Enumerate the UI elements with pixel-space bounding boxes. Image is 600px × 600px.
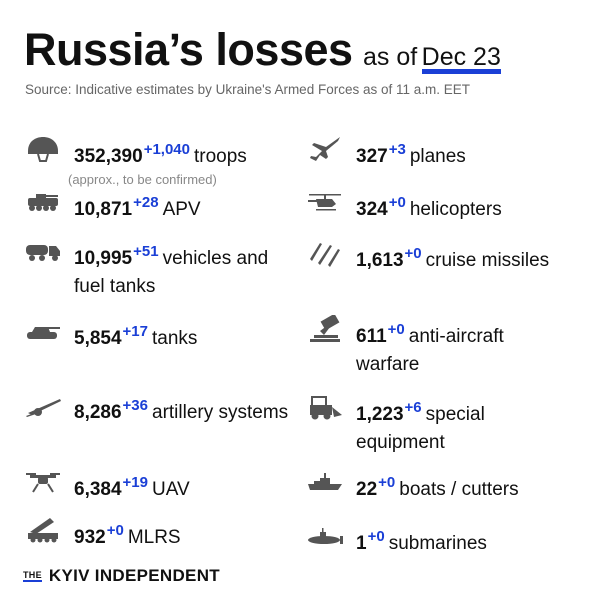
- missile-icon: [306, 239, 344, 267]
- loss-change: +0: [378, 474, 396, 491]
- kyiv-independent-logo: THE KYIV INDEPENDENT: [23, 566, 220, 586]
- loss-item-special: 1,223+6 special equipment: [310, 394, 566, 457]
- loss-text: 10,995+51 vehicles and fuel tanks: [74, 238, 302, 301]
- loss-text: 352,390+1,040 troops (approx., to be confi…: [68, 136, 302, 187]
- loss-text: 611+0 anti-aircraft warfare: [356, 316, 566, 379]
- loss-label: anti-aircraft warfare: [356, 326, 504, 375]
- loss-label: troops: [193, 146, 247, 167]
- loss-label: vehicles and fuel tanks: [74, 248, 269, 297]
- loss-change: +0: [387, 321, 405, 338]
- loss-text: 1,223+6 special equipment: [356, 394, 566, 457]
- loss-value: 611: [356, 326, 387, 347]
- loss-change: +0: [388, 194, 406, 211]
- title-main: Russia’s losses: [24, 24, 353, 75]
- loss-label: submarines: [388, 533, 487, 554]
- submarine-icon: [306, 522, 344, 550]
- drone-icon: [24, 468, 62, 496]
- loss-value: 6,384: [74, 479, 122, 500]
- loss-value: 327: [356, 146, 388, 167]
- loss-item-mlrs: 932+0 MLRS: [28, 517, 302, 552]
- loss-change: +1,040: [143, 141, 190, 158]
- loss-value: 1,613: [356, 250, 404, 271]
- loss-text: 932+0 MLRS: [74, 517, 302, 552]
- loss-label: helicopters: [409, 199, 502, 220]
- loss-label: MLRS: [127, 527, 181, 548]
- bulldozer-icon: [306, 393, 344, 421]
- loss-value: 352,390: [74, 146, 143, 167]
- loss-item-helicopters: 324+0 helicopters: [308, 189, 566, 224]
- loss-value: 10,871: [74, 199, 133, 220]
- title-date: Dec 23: [421, 45, 501, 74]
- loss-label: artillery systems: [152, 402, 289, 423]
- loss-value: 8,286: [74, 402, 122, 423]
- loss-value: 1: [356, 533, 367, 554]
- loss-value: 932: [74, 527, 106, 548]
- fuel-truck-icon: [24, 237, 62, 265]
- loss-item-vehicles: 10,995+51 vehicles and fuel tanks: [26, 238, 302, 301]
- loss-text: 8,286+36 artillery systems: [74, 392, 302, 427]
- loss-item-submarines: 1+0 submarines: [308, 523, 566, 558]
- loss-item-artillery: 8,286+36 artillery systems: [26, 392, 302, 427]
- apv-icon: [24, 188, 62, 216]
- helmet-icon: [24, 135, 62, 163]
- loss-item-planes: 327+3 planes: [310, 136, 566, 171]
- page-title: Russia’s losses as of Dec 23: [24, 24, 501, 76]
- loss-item-apv: 10,871+28 APV: [28, 189, 302, 224]
- loss-item-tanks: 5,854+17 tanks: [27, 318, 302, 353]
- loss-value: 5,854: [74, 328, 122, 349]
- loss-change: +6: [404, 399, 422, 416]
- loss-item-cruise: 1,613+0 cruise missiles: [310, 240, 566, 275]
- loss-change: +36: [122, 397, 148, 414]
- loss-change: +19: [122, 474, 148, 491]
- loss-label: cruise missiles: [425, 250, 550, 271]
- loss-item-troops: 352,390+1,040 troops (approx., to be confi…: [28, 136, 302, 187]
- loss-text: 327+3 planes: [356, 136, 566, 171]
- loss-text: 324+0 helicopters: [356, 189, 566, 224]
- troops-note: (approx., to be confirmed): [68, 172, 217, 187]
- loss-item-antiaircraft: 611+0 anti-aircraft warfare: [310, 313, 566, 379]
- loss-text: 10,871+28 APV: [74, 189, 302, 224]
- plane-icon: [306, 135, 344, 163]
- artillery-icon: [24, 391, 62, 419]
- loss-label: APV: [162, 199, 201, 220]
- logo-the: THE: [23, 570, 42, 582]
- loss-change: +0: [106, 522, 124, 539]
- loss-label: UAV: [152, 479, 190, 500]
- loss-text: 1,613+0 cruise missiles: [356, 240, 566, 275]
- loss-label: planes: [409, 146, 466, 167]
- loss-item-boats: 22+0 boats / cutters: [308, 469, 566, 504]
- loss-change: +17: [122, 323, 148, 340]
- loss-value: 22: [356, 479, 378, 500]
- loss-change: +0: [404, 245, 422, 262]
- loss-label: boats / cutters: [399, 479, 519, 500]
- loss-change: +51: [133, 243, 159, 260]
- loss-label: special equipment: [356, 404, 485, 453]
- loss-value: 1,223: [356, 404, 404, 425]
- loss-text: 22+0 boats / cutters: [356, 469, 566, 504]
- tank-icon: [24, 317, 62, 345]
- loss-change: +28: [133, 194, 159, 211]
- source-note: Source: Indicative estimates by Ukraine'…: [25, 82, 471, 97]
- logo-name: KYIV INDEPENDENT: [48, 566, 220, 585]
- loss-text: 5,854+17 tanks: [74, 318, 302, 353]
- anti-aircraft-icon: [306, 313, 344, 343]
- title-as-of: as of: [362, 43, 418, 71]
- loss-item-uav: 6,384+19 UAV: [26, 469, 302, 504]
- loss-text: 1+0 submarines: [356, 523, 566, 558]
- loss-label: tanks: [152, 328, 198, 349]
- ship-icon: [306, 468, 344, 496]
- mlrs-icon: [24, 516, 62, 544]
- helicopter-icon: [306, 188, 344, 216]
- loss-change: +0: [367, 528, 385, 545]
- loss-text: 6,384+19 UAV: [74, 469, 302, 504]
- loss-value: 10,995: [74, 248, 133, 269]
- loss-value: 324: [356, 199, 388, 220]
- loss-change: +3: [388, 141, 406, 158]
